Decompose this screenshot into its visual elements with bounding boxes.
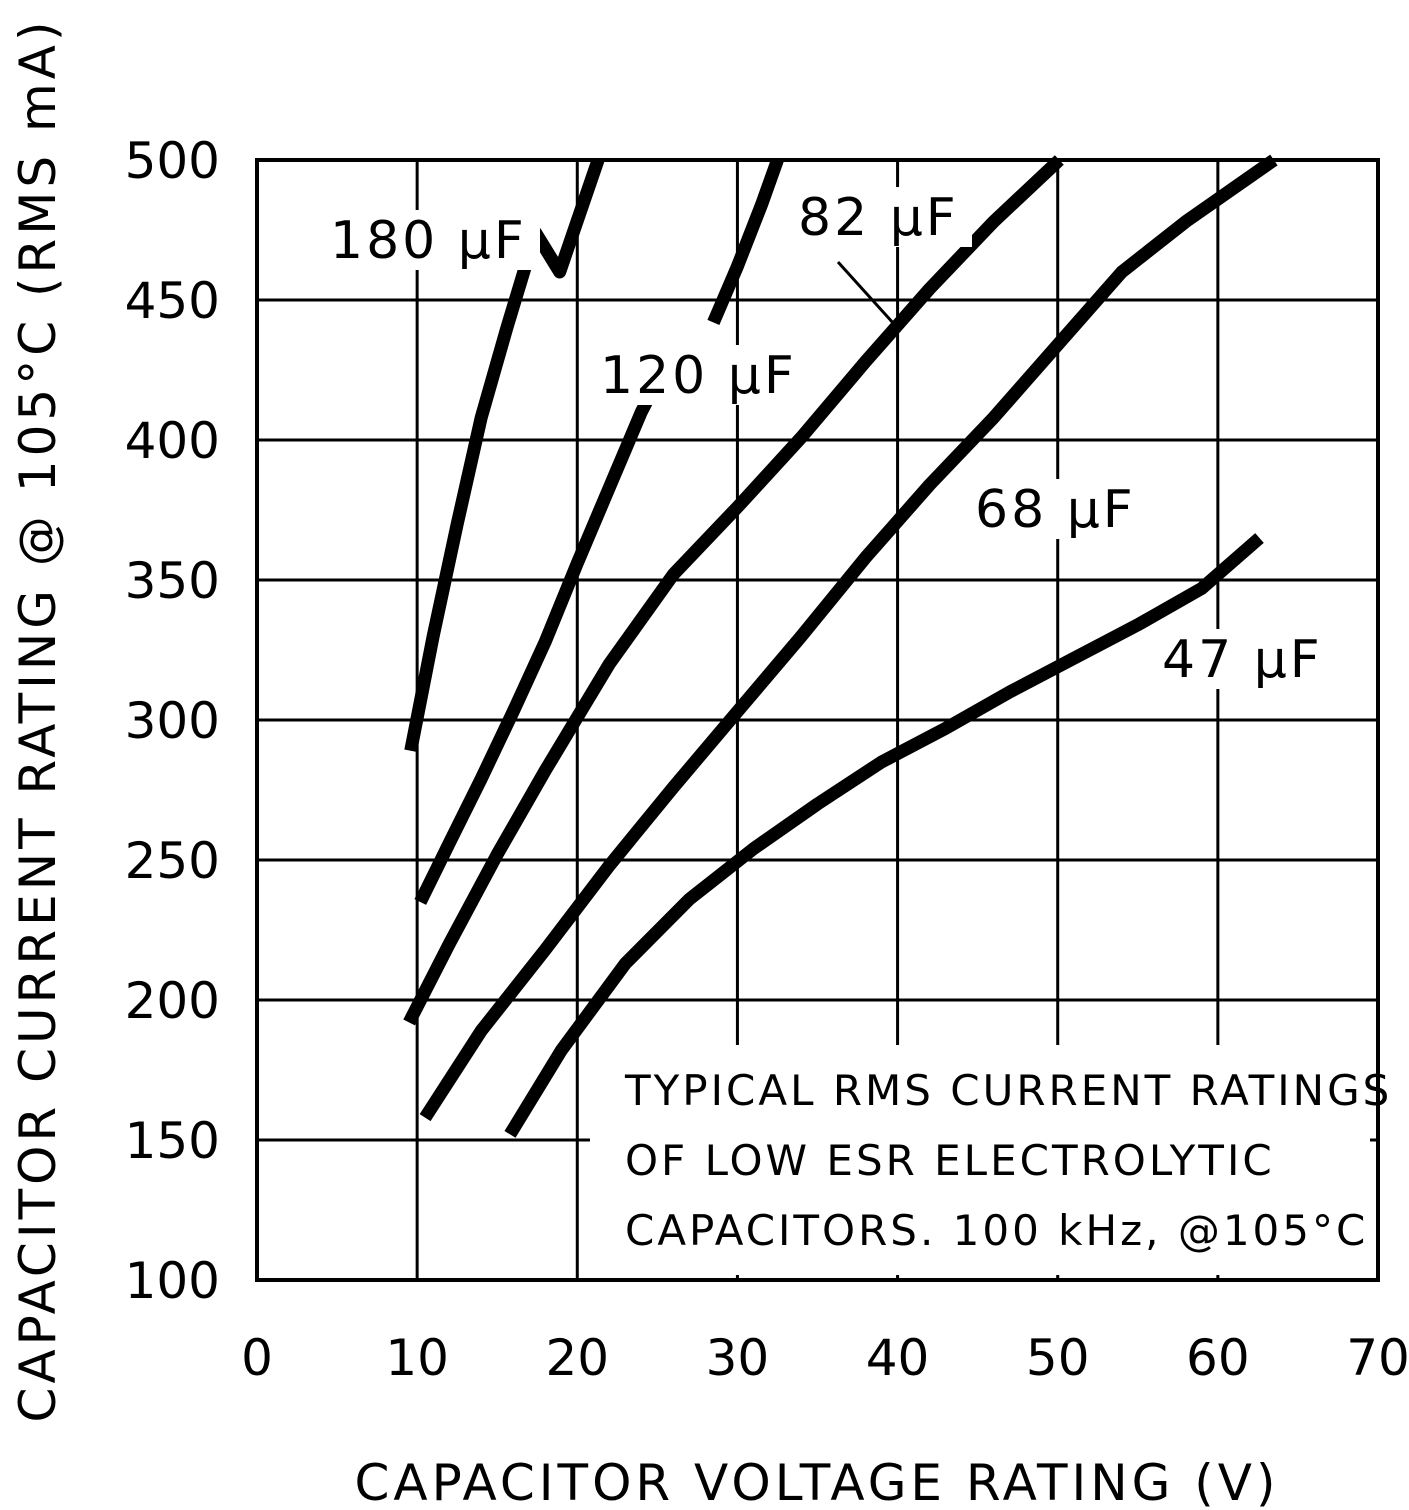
- x-tick-label: 50: [1026, 1329, 1090, 1387]
- y-tick-label: 350: [125, 552, 220, 610]
- tick-labels: 0 10 20 30 40 50 60 70 100 150 200 250 300 350 400 450 5…: [125, 132, 1409, 1387]
- y-tick-label: 500: [125, 132, 220, 190]
- curve-label-180-f: 180 µF: [330, 211, 527, 271]
- curve-label-47-f: 47 µF: [1162, 630, 1323, 690]
- x-tick-label: 40: [866, 1329, 930, 1387]
- series-line-47-f: [504, 533, 1264, 1138]
- x-tick-label: 10: [385, 1329, 449, 1387]
- 82uf-leader-line: [836, 260, 896, 326]
- series-line-120-f-upper: [707, 157, 784, 325]
- y-tick-label: 450: [125, 272, 220, 330]
- x-tick-label: 0: [241, 1329, 273, 1387]
- y-axis-title: CAPACITOR CURRENT RATING @ 105°C (RMS mA…: [9, 18, 67, 1423]
- curve-label-68-f: 68 µF: [975, 480, 1136, 540]
- curve-label-bg: [792, 187, 972, 247]
- series-layer: [403, 154, 1278, 1138]
- annotation-line-1: TYPICAL RMS CURRENT RATINGS: [624, 1066, 1392, 1115]
- annotation: TYPICAL RMS CURRENT RATINGS OF LOW ESR E…: [624, 1066, 1392, 1255]
- y-tick-label: 200: [125, 972, 220, 1030]
- y-tick-label: 400: [125, 412, 220, 470]
- x-tick-label: 30: [706, 1329, 770, 1387]
- x-tick-label: 60: [1186, 1329, 1250, 1387]
- curve-label-bg: [324, 210, 540, 270]
- annotation-background: [590, 1045, 1370, 1275]
- curve-label-bg: [969, 479, 1149, 539]
- series-line-180-f: [404, 157, 605, 753]
- x-axis-title: CAPACITOR VOLTAGE RATING (V): [354, 1454, 1279, 1510]
- y-tick-label: 100: [125, 1252, 220, 1310]
- plot-frame: [255, 158, 1380, 1282]
- curve-label-bg: [594, 345, 810, 405]
- y-tick-label: 250: [125, 832, 220, 890]
- annotation-line-2: OF LOW ESR ELECTROLYTIC: [625, 1136, 1275, 1185]
- curve-label-82-f: 82 µF: [798, 188, 959, 248]
- x-tick-label: 20: [545, 1329, 609, 1387]
- y-tick-label: 300: [125, 692, 220, 750]
- series-line-82-f: [403, 155, 1064, 1026]
- curve-labels: 180 µF 120 µF 82 µF 68 µF 47 µF: [324, 187, 1336, 690]
- curve-label-bg: [1156, 629, 1336, 689]
- series-line-68-f: [419, 154, 1278, 1122]
- curve-label-120-f: 120 µF: [600, 346, 797, 406]
- y-tick-label: 150: [125, 1112, 220, 1170]
- series-line-120-f: [414, 353, 676, 905]
- annotation-line-3: CAPACITORS. 100 kHz, @105°C: [625, 1206, 1368, 1255]
- x-tick-label: 70: [1346, 1329, 1409, 1387]
